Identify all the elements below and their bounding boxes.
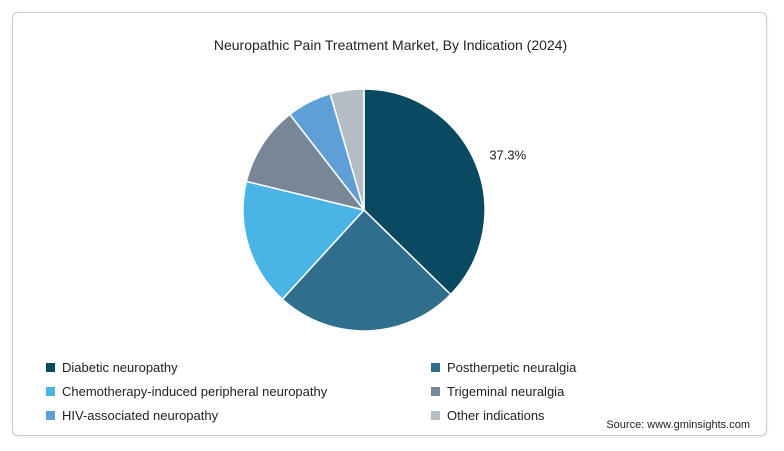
legend-item-postherpetic-neuralgia: Postherpetic neuralgia — [431, 356, 731, 378]
legend-item-chemotherapy-induced-peripheral-neuropathy: Chemotherapy-induced peripheral neuropat… — [46, 380, 431, 402]
legend-swatch — [431, 386, 440, 396]
chart-card: Neuropathic Pain Treatment Market, By In… — [12, 12, 767, 436]
legend-label: Postherpetic neuralgia — [447, 359, 577, 375]
pie-slice-diabetic-neuropathy — [363, 88, 486, 296]
legend: Diabetic neuropathy Postherpetic neuralgi… — [46, 356, 746, 426]
pie-slice-postherpetic-neuralgia — [281, 209, 452, 332]
pie-slice-other-indications — [329, 88, 365, 211]
legend-label: Diabetic neuropathy — [62, 359, 178, 375]
legend-label: HIV-associated neuropathy — [62, 407, 219, 423]
legend-swatch — [431, 410, 440, 420]
legend-swatch — [46, 410, 55, 420]
legend-swatch — [46, 386, 55, 396]
legend-item-hiv-associated-neuropathy: HIV-associated neuropathy — [46, 404, 431, 426]
pie-slice-trigeminal-neuralgia — [245, 113, 365, 211]
chart-title: Neuropathic Pain Treatment Market, By In… — [213, 37, 568, 53]
legend-item-trigeminal-neuralgia: Trigeminal neuralgia — [431, 380, 731, 402]
pie-slice-chemotherapy-induced-peripheral-neuropathy — [242, 180, 365, 300]
legend-label: Other indications — [447, 407, 545, 423]
legend-item-diabetic-neuropathy: Diabetic neuropathy — [46, 356, 431, 378]
legend-label: Trigeminal neuralgia — [447, 383, 565, 399]
legend-label: Chemotherapy-induced peripheral neuropat… — [62, 383, 328, 399]
source-note: Source: www.gminsights.com — [606, 419, 750, 431]
pie-chart: 37.3% — [242, 88, 527, 332]
legend-item-other-indications: Other indications — [431, 404, 731, 426]
legend-swatch — [431, 362, 440, 372]
legend-swatch — [46, 362, 55, 372]
data-label-diabetic-neuropathy: 37.3% — [489, 147, 526, 162]
